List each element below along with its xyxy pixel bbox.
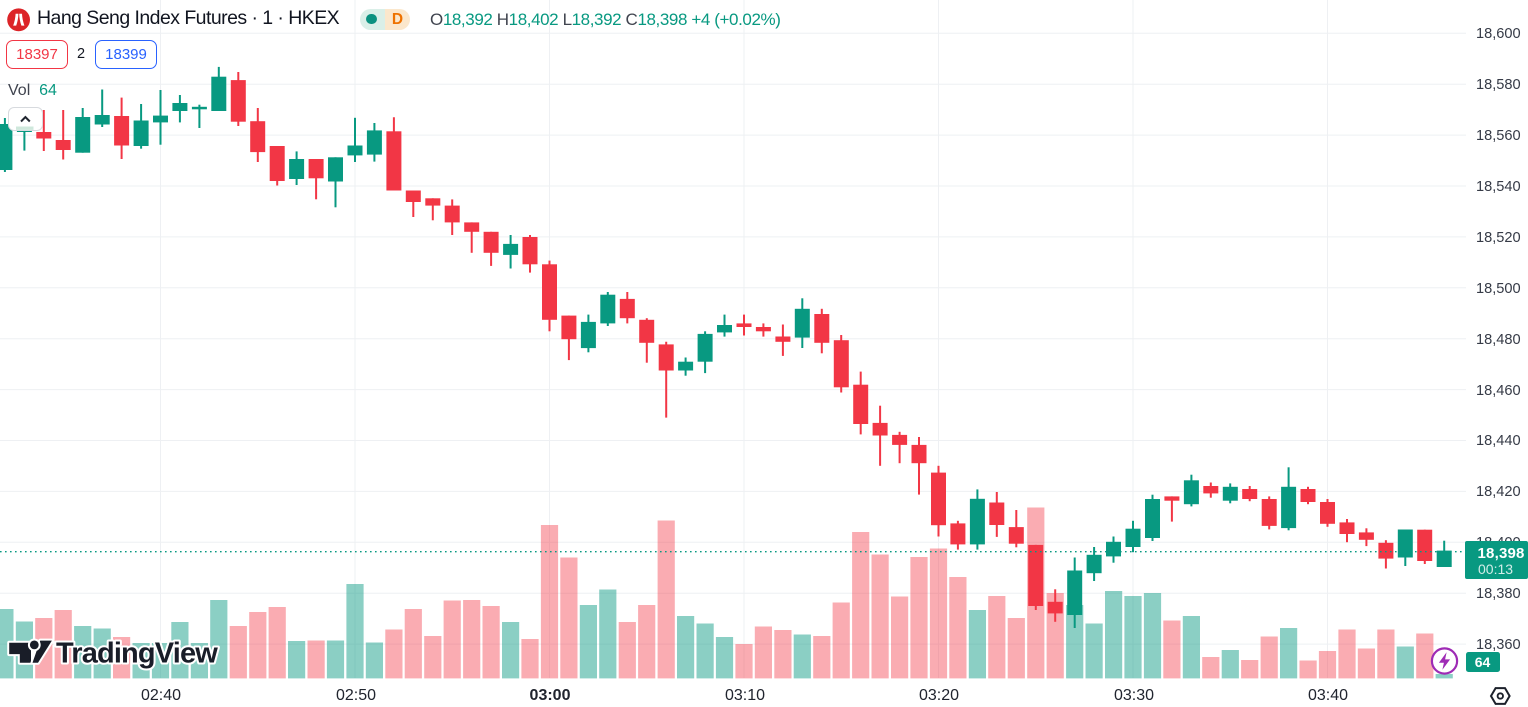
svg-text:TradingView: TradingView xyxy=(56,637,218,669)
